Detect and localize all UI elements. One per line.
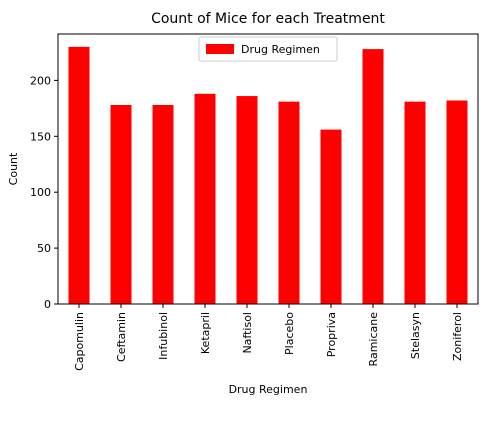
y-axis-label: Count	[7, 152, 20, 185]
x-axis-label: Drug Regimen	[229, 383, 308, 396]
legend-label: Drug Regimen	[241, 43, 320, 56]
y-tick-label: 50	[37, 242, 51, 255]
x-tick-label: Capomulin	[73, 312, 86, 371]
y-axis: 0 50 100 150 200	[30, 74, 58, 311]
x-tick-label: Stelasyn	[409, 312, 422, 359]
legend-swatch	[206, 44, 234, 54]
bar-infubinol	[152, 104, 174, 304]
y-tick-label: 150	[30, 130, 51, 143]
y-tick-label: 0	[44, 298, 51, 311]
x-axis: Capomulin Ceftamin Infubinol Ketapril Naftis…	[73, 304, 464, 371]
bar-ketapril	[194, 93, 216, 305]
bar-zoniferol	[446, 100, 468, 305]
legend-box	[198, 36, 338, 62]
x-tick-label: Infubinol	[157, 312, 170, 360]
bars-layer	[68, 46, 468, 305]
x-tick-label: Ketapril	[199, 312, 212, 354]
x-tick-label: Placebo	[283, 312, 296, 355]
y-tick-label: 200	[30, 74, 51, 87]
bar-propriva	[320, 129, 342, 304]
bar-placebo	[278, 101, 300, 304]
x-tick-label: Propriva	[325, 312, 338, 357]
plot-frame	[57, 33, 479, 305]
bar-ceftamin	[110, 104, 132, 304]
y-tick-label: 100	[30, 186, 51, 199]
bar-ramicane	[362, 49, 384, 304]
x-tick-label: Zoniferol	[451, 312, 464, 361]
legend: Drug Regimen	[198, 36, 338, 62]
bar-naftisol	[236, 96, 258, 305]
chart-title: Count of Mice for each Treatment	[151, 11, 385, 27]
bar-stelasyn	[404, 101, 426, 304]
x-tick-label: Ceftamin	[115, 312, 128, 362]
bar-capomulin	[68, 46, 90, 304]
x-tick-label: Ramicane	[367, 312, 380, 367]
x-tick-label: Naftisol	[241, 312, 254, 354]
